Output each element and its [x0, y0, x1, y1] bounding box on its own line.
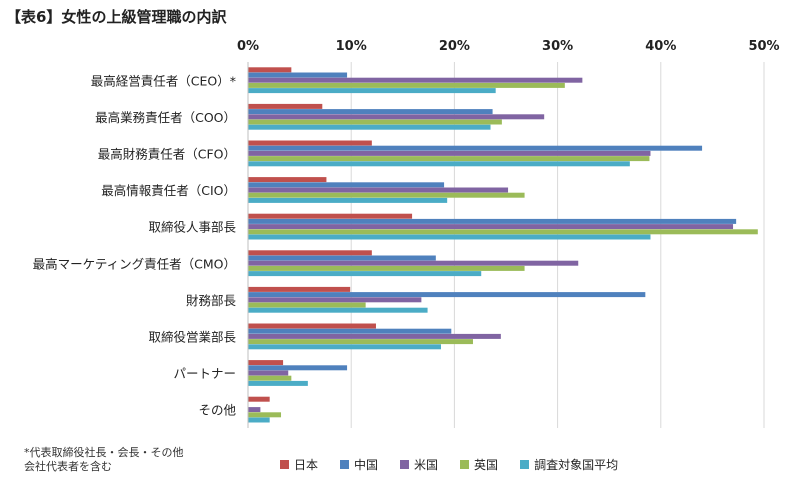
bar: [248, 72, 348, 78]
bar: [248, 161, 630, 167]
bar: [248, 255, 436, 261]
bar: [248, 187, 509, 193]
bar: [248, 407, 261, 413]
bar: [248, 365, 348, 371]
bar: [248, 119, 502, 125]
legend-label-japan: 日本: [294, 458, 319, 472]
x-tick-label: 10%: [336, 39, 367, 54]
footnote-line-1: *代表取締役社長・会長・その他: [24, 446, 184, 459]
category-label: パートナー: [173, 366, 236, 381]
bar: [248, 103, 323, 109]
bar: [248, 77, 583, 83]
legend-swatch-japan: [280, 460, 289, 469]
bar: [248, 286, 351, 292]
legend-item-uk: 英国: [460, 456, 498, 473]
bar: [248, 250, 372, 256]
legend-item-average: 調査対象国平均: [520, 456, 618, 473]
bar: [248, 156, 650, 162]
bar: [248, 124, 491, 130]
legend-label-usa: 米国: [414, 458, 439, 472]
bar: [248, 213, 413, 219]
x-tick-label: 30%: [542, 39, 573, 54]
bar: [248, 229, 758, 235]
category-labels: 最高経営責任者（CEO）* 最高業務責任者（COO） 最高財務責任者（CFO） 最高情…: [33, 73, 237, 417]
bar: [248, 360, 284, 366]
category-label: 最高経営責任者（CEO）*: [91, 73, 236, 88]
category-label: 取締役営業部長: [148, 330, 236, 345]
bar: [248, 375, 292, 381]
bars: [248, 67, 758, 423]
category-label: 最高財務責任者（CFO）: [98, 147, 236, 162]
bar: [248, 292, 646, 298]
bar: [248, 344, 441, 350]
category-label: 最高情報責任者（CIO）: [101, 183, 236, 198]
bar: [248, 323, 376, 329]
bar: [248, 197, 448, 203]
bar: [248, 417, 270, 423]
bar: [248, 234, 651, 240]
legend-swatch-average: [520, 460, 530, 469]
bar: [248, 380, 308, 386]
bar: [248, 88, 496, 94]
x-tick-label: 20%: [439, 39, 470, 54]
bar: [248, 224, 734, 230]
bar: [248, 260, 579, 266]
legend-swatch-usa: [400, 460, 410, 469]
x-axis-ticks: 0% 10% 20% 30% 40% 50%: [237, 39, 780, 54]
bar: [248, 114, 545, 120]
bar: [248, 297, 422, 303]
bar: [248, 333, 501, 339]
bar: [248, 328, 452, 334]
legend-item-usa: 米国: [400, 456, 438, 473]
bar: [248, 265, 525, 271]
legend-label-china: 中国: [354, 458, 379, 472]
legend-item-japan: 日本: [280, 456, 318, 473]
legend-swatch-china: [340, 460, 350, 469]
bar: [248, 271, 482, 277]
bar: [248, 82, 565, 88]
legend-label-uk: 英国: [474, 458, 499, 472]
footnote-line-2: 会社代表者を含む: [24, 460, 112, 473]
bar: [248, 412, 282, 418]
bar: [248, 218, 737, 224]
bar: [248, 67, 292, 73]
bar: [248, 192, 525, 198]
legend-item-china: 中国: [340, 456, 378, 473]
legend: 日本 中国 米国 英国 調査対象国平均: [280, 456, 640, 473]
x-tick-label: 50%: [748, 39, 779, 54]
bar: [248, 302, 366, 308]
x-tick-label: 40%: [645, 39, 676, 54]
bar: [248, 339, 473, 345]
category-label: 最高業務責任者（COO）: [95, 110, 236, 125]
chart-title: 【表6】女性の上級管理職の内訳: [6, 8, 227, 26]
bar: [248, 396, 270, 402]
bar: [248, 307, 428, 313]
bar: [248, 370, 289, 376]
footnote: *代表取締役社長・会長・その他 会社代表者を含む: [24, 446, 184, 474]
bar: [248, 145, 703, 151]
bar: [248, 140, 372, 146]
legend-swatch-uk: [460, 460, 470, 469]
category-label: その他: [198, 403, 236, 418]
category-label: 取締役人事部長: [148, 220, 236, 235]
x-tick-label: 0%: [237, 39, 259, 54]
category-label: 最高マーケティング責任者（CMO）: [33, 256, 236, 271]
bar: [248, 150, 651, 156]
bar: [248, 109, 493, 115]
bar: [248, 182, 445, 188]
category-label: 財務部長: [186, 293, 237, 308]
legend-label-average: 調査対象国平均: [534, 458, 619, 472]
bar: [248, 177, 327, 183]
gridlines: [350, 62, 765, 428]
